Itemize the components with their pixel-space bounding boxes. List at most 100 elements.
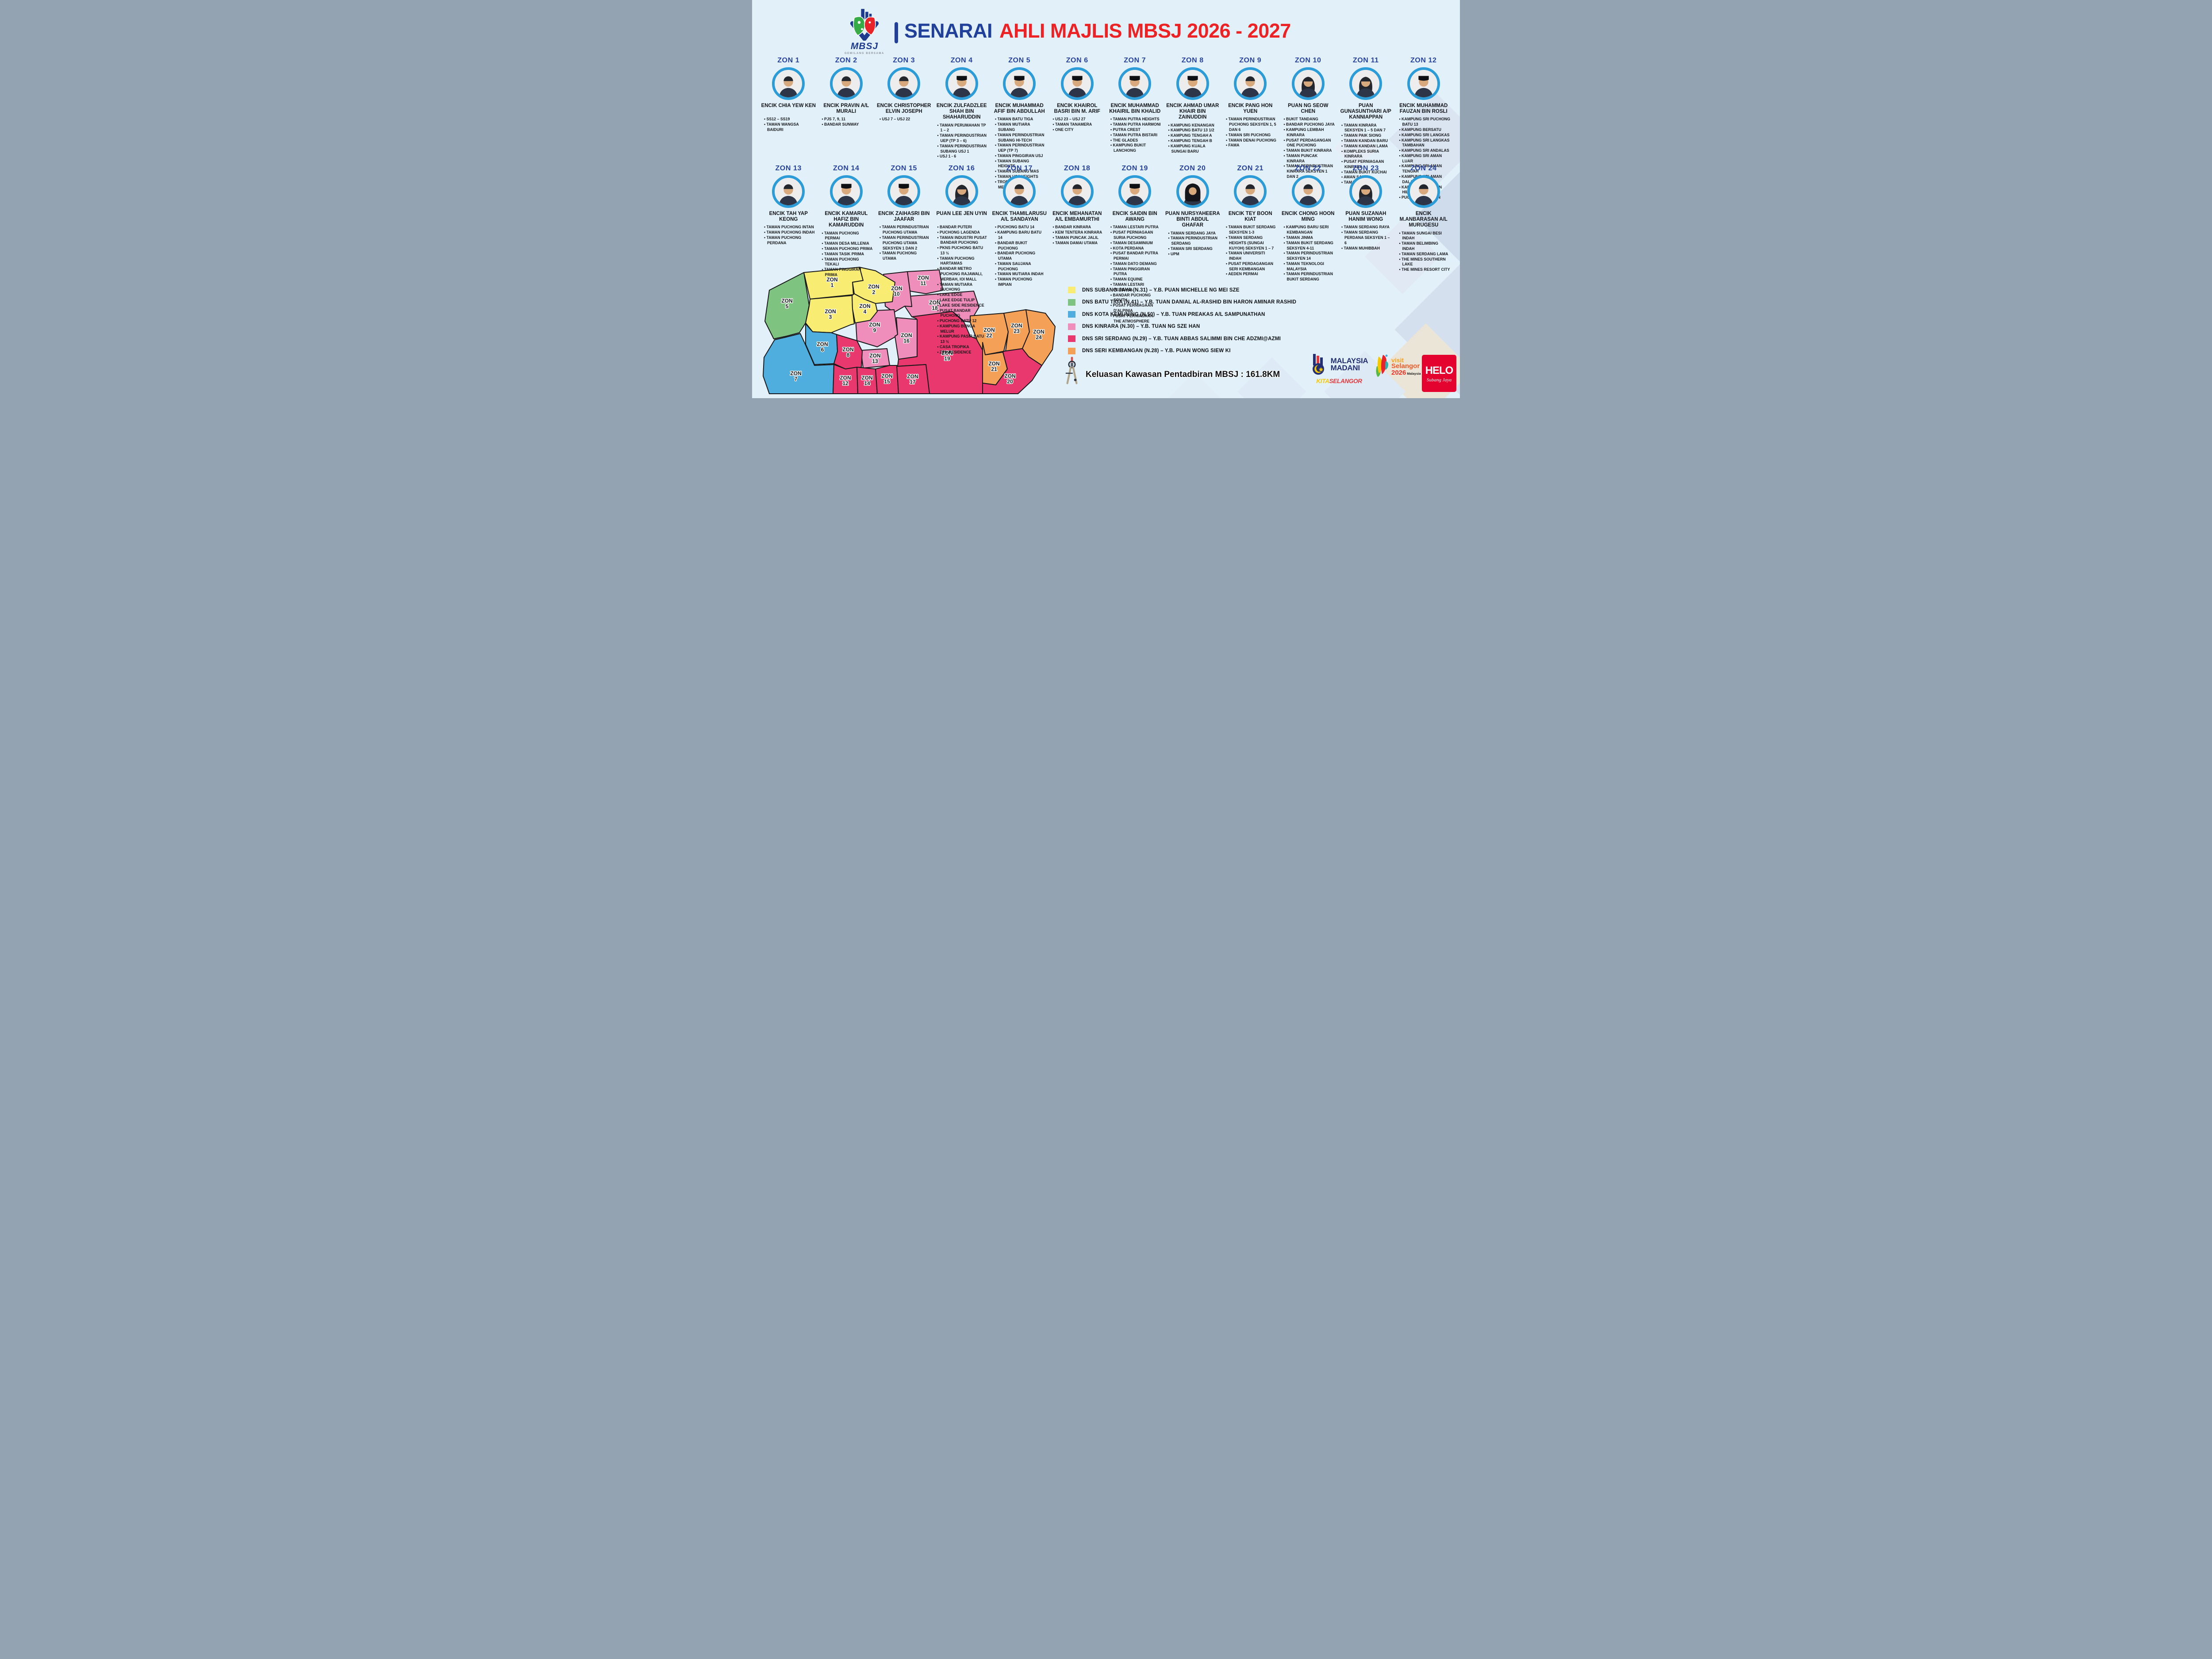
- zone-label: ZON 14: [833, 165, 860, 172]
- legend-row: DNS BATU TIGA (N.41) – Y.B. TUAN DANIAL …: [1068, 299, 1296, 306]
- avatar-icon: [1409, 178, 1437, 205]
- area-item: PKNS PUCHONG BATU 13 ½: [937, 246, 989, 256]
- area-item: TAMAN UNIVERSITI INDAH: [1226, 251, 1277, 261]
- zone-card: ZON 5 ENCIK MUHAMMAD AFIF BIN ABDULLAH TAM…: [992, 57, 1047, 200]
- legend-swatch: [1068, 335, 1075, 342]
- member-name: ENCIK MUHAMMAD KHAIRIL BIN KHALID: [1109, 103, 1161, 115]
- area-item: KAMPUNG SRI AMAN TENGAH: [1399, 164, 1451, 174]
- member-areas: USJ 7 – USJ 22: [876, 117, 932, 122]
- area-item: TAMAN DESA MILLENIA: [822, 241, 873, 246]
- area-item: TAMAN PERINDUSTRIAN UEP (TP 3 – 6): [937, 133, 989, 144]
- area-note-text: Keluasan Kawasan Pentadbiran MBSJ : 161.…: [1086, 370, 1280, 379]
- member-photo: [1003, 175, 1036, 208]
- area-item: TAMAN SAUJANA PUCHONG: [995, 261, 1046, 272]
- visit-selangor-icon: [1376, 354, 1388, 377]
- area-item: PUSAT PERNIAGAAN SURIA PUCHONG: [1110, 230, 1162, 241]
- area-item: TAMAN PERINDUSTRIAN SEKSYEN 14: [1284, 251, 1335, 261]
- member-photo: [1176, 67, 1209, 100]
- area-item: KAMPUNG SRI AMAN LUAR: [1399, 154, 1451, 164]
- area-item: KAMPUNG BUNGA MELUR: [937, 324, 989, 334]
- map-zone-label-4: ZON 4: [859, 303, 870, 315]
- area-item: TAMAN TANAMERA: [1053, 122, 1104, 127]
- area-item: TAMAN SERDANG PERDANA SEKSYEN 1 – 6: [1341, 230, 1393, 246]
- avatar-icon: [1179, 178, 1206, 205]
- map-zone-16: [895, 317, 918, 360]
- malaysia-madani-logo: MALAYSIA MADANI KITASELANGOR: [1307, 353, 1371, 384]
- madani-line2: MADANI: [1330, 364, 1360, 372]
- zone-card: ZON 8 ENCIK AHMAD UMAR KHAIR BIN ZAINUDDI…: [1165, 57, 1221, 200]
- page-title: SENARAI AHLI MAJLIS MBSJ 2026 - 2027: [904, 19, 1291, 42]
- member-photo: [1118, 175, 1152, 208]
- member-photo: [830, 175, 863, 208]
- area-item: TAMAN PUCHONG PRIMA: [822, 246, 873, 252]
- area-item: TAMAN KINRARA SEKSYEN 1 – 5 DAN 7: [1341, 123, 1393, 134]
- zone-label: ZON 8: [1181, 57, 1204, 64]
- zone-card: ZON 10 PUAN NG SEOW CHEN BUKIT TANDANGBAND…: [1281, 57, 1336, 200]
- avatar-icon: [1409, 70, 1437, 97]
- area-item: PJS 7, 9, 11: [822, 117, 873, 122]
- map-zone-4: [852, 293, 878, 323]
- zone-card: ZON 23 PUAN SUZANAH HANIM WONG TAMAN SERDA…: [1338, 165, 1394, 355]
- zone-card: ZON 22 ENCIK CHONG HOON MING KAMPUNG BARU …: [1281, 165, 1336, 355]
- title-prefix: SENARAI: [904, 19, 993, 42]
- avatar-icon: [948, 70, 975, 97]
- map-zone-label-15: ZON 15: [881, 373, 892, 385]
- zone-label: ZON 9: [1239, 57, 1262, 64]
- legend-row: DNS KOTA KEMUNING (N.50) – Y.B. TUAN PRE…: [1068, 311, 1296, 318]
- map-zone-label-17: ZON 17: [907, 373, 918, 385]
- member-photo: [1234, 175, 1267, 208]
- legend-swatch: [1068, 347, 1075, 354]
- area-item: LAKE EDGE TULIP: [937, 298, 989, 303]
- area-item: TAMAN SERDANG RAYA: [1341, 225, 1393, 230]
- avatar-icon: [1237, 178, 1264, 205]
- avatar-icon: [775, 70, 803, 97]
- visit-malaysia: Malaysia: [1407, 372, 1421, 376]
- zone-card: ZON 6 ENCIK KHAIROL BASRI BIN M. ARIF USJ …: [1050, 57, 1105, 200]
- area-item: TAMAN PERINDUSTRIAN PUCHONG SEKSYEN 1, 5…: [1226, 117, 1277, 132]
- area-item: PUSAT PERNIAGAAN KINRARA: [1341, 159, 1393, 170]
- area-item: TAMAN BUKIT KINRARA: [1284, 148, 1335, 154]
- member-photo: [1407, 175, 1440, 208]
- area-item: TAMAN PERINDUSTRIAN KINRARA SEKSYEN 1 DA…: [1284, 164, 1335, 179]
- legend-row: DNS KINRARA (N.30) – Y.B. TUAN NG SZE HA…: [1068, 323, 1296, 330]
- member-name: ENCIK THAMILARUSU A/L SANDAYAN: [992, 211, 1047, 223]
- area-item: LAKE SIDE RESIDENCE: [937, 303, 989, 308]
- map-zone-label-5: ZON 5: [781, 298, 792, 310]
- member-areas: TAMAN SERDANG JAYATAMAN PERINDUSTRIAN SE…: [1165, 231, 1221, 257]
- area-item: PUSAT PERNIAGAAN THE ATMOSPHERE: [1110, 314, 1162, 324]
- member-areas: TAMAN PERINDUSTRIAN PUCHONG UTAMATAMAN P…: [876, 225, 932, 261]
- area-item: KAMPUNG TENGAH B: [1168, 138, 1220, 144]
- area-item: KAMPUNG SRI PUCHONG BATU 13: [1399, 117, 1450, 127]
- area-item: TAMAN PUTRA HEIGHTS: [1110, 117, 1162, 122]
- area-item: TAMAN BUKIT SERDANG SEKSYEN 4-11: [1284, 241, 1335, 251]
- dns-legend: DNS SUBANG JAYA (N.31) – Y.B. PUAN MICHE…: [1068, 287, 1296, 354]
- member-areas: TAMAN PUCHONG INTANTAMAN PUCHONG INDAHTA…: [761, 225, 816, 246]
- area-item: TAMAN JINMA: [1284, 235, 1335, 241]
- zone-label: ZON 5: [1008, 57, 1031, 64]
- area-item: TAMAN SUNGAI BESI INDAH: [1399, 231, 1451, 242]
- avatar-icon: [1121, 178, 1149, 205]
- area-item: UPM: [1168, 252, 1220, 257]
- member-photo: [772, 175, 805, 208]
- avatar-icon: [1006, 178, 1033, 205]
- area-item: PUCHONG LAGENDA: [937, 230, 989, 235]
- map-zone-label-24: ZON 24: [1033, 329, 1044, 341]
- zone-card: ZON 13 ENCIK TAH YAP KEONG TAMAN PUCHONG I…: [761, 165, 816, 355]
- area-item: TAMAN MUTIARA INDAH: [995, 272, 1046, 277]
- legend-swatch: [1068, 287, 1075, 293]
- member-name: ENCIK PRAVIN A/L MURALI: [823, 103, 869, 115]
- mbsj-logo: MBSJ GEMILANG BERSAMA: [843, 8, 886, 55]
- area-item: PUTRA CREST: [1110, 127, 1162, 133]
- zone-card: ZON 9 ENCIK PANG HON YUEN TAMAN PERINDUSTR…: [1223, 57, 1278, 200]
- area-item: TAMAN DENAI PUCHONG: [1226, 138, 1277, 143]
- map-zone-label-14: ZON 14: [861, 375, 872, 387]
- area-item: KAMPUNG KUALA SUNGAI BARU: [1168, 144, 1220, 154]
- avatar-icon: [775, 178, 803, 205]
- map-zone-label-11: ZON 11: [918, 275, 929, 287]
- area-item: TAMAN SUBANG HEIGHTS: [995, 159, 1046, 169]
- area-item: PUSAT PERDAGANGAN SERI KEMBANGAN: [1226, 261, 1277, 272]
- member-areas: TAMAN BUKIT SERDANG SEKSYEN 1-3TAMAN SER…: [1223, 225, 1278, 277]
- zone-label: ZON 13: [775, 165, 802, 172]
- area-item: PUSAT PERDAGANGAN ONE PUCHONG: [1284, 138, 1335, 149]
